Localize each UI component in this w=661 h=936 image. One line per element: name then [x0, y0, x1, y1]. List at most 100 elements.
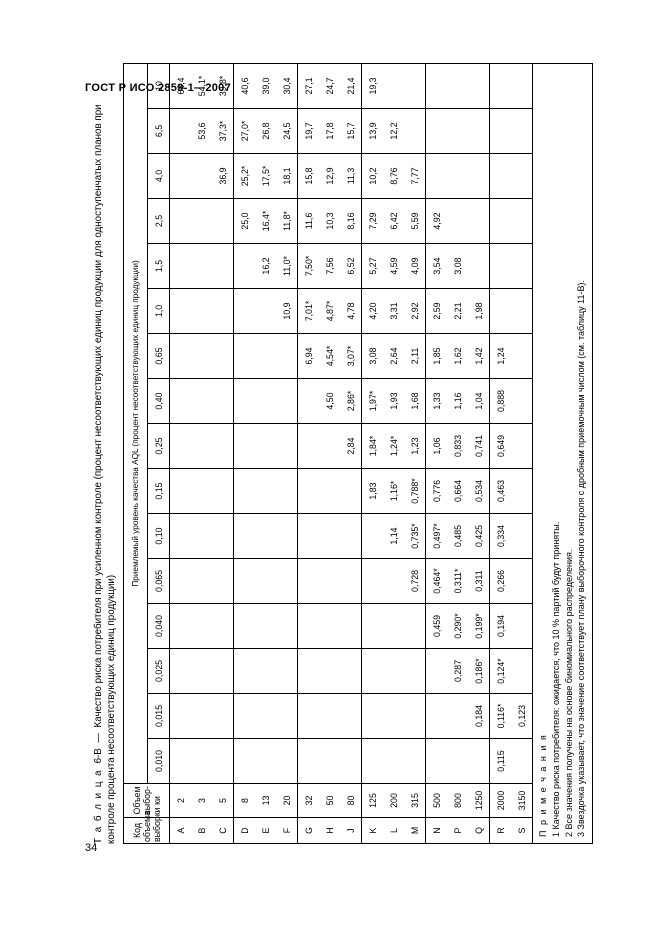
hdr-code: Код объема выборки	[124, 818, 170, 844]
code-cell: F	[276, 818, 298, 844]
value-cell	[298, 559, 320, 604]
value-cell: 54,1*	[191, 63, 212, 108]
value-cell: 17,5*	[255, 154, 276, 199]
value-cell	[426, 154, 448, 199]
table-row: J802,842,86*3,07*4,786,528,1611,315,721,…	[340, 63, 362, 843]
value-cell	[212, 244, 234, 289]
value-cell	[319, 604, 340, 649]
value-cell: 0,459	[426, 604, 448, 649]
code-cell: S	[511, 818, 533, 844]
value-cell	[170, 199, 192, 244]
value-cell: 1,04	[468, 379, 490, 424]
value-cell: 25,2*	[234, 154, 256, 199]
note-line: 3 Звездочка указывает, что значение соот…	[576, 280, 586, 837]
value-cell: 4,78	[340, 289, 362, 334]
value-cell	[340, 739, 362, 784]
value-cell: 1,16	[447, 379, 468, 424]
value-cell: 1,33	[426, 379, 448, 424]
aql-col-header: 0,40	[148, 379, 170, 424]
aql-col-header: 0,65	[148, 334, 170, 379]
value-cell	[447, 199, 468, 244]
value-cell: 27,0*	[234, 109, 256, 154]
value-cell	[468, 199, 490, 244]
value-cell	[212, 424, 234, 469]
hdr-size: Объем выбор-ки	[124, 784, 170, 818]
value-cell: 4,59	[383, 244, 404, 289]
value-cell	[234, 739, 256, 784]
value-cell: 27,1	[298, 63, 320, 108]
value-cell: 0,287	[447, 649, 468, 694]
aql-col-header: 0,010	[148, 739, 170, 784]
code-cell: P	[447, 818, 468, 844]
value-cell	[490, 63, 512, 108]
value-cell	[511, 424, 533, 469]
value-cell	[511, 154, 533, 199]
code-cell: C	[212, 818, 234, 844]
value-cell: 10,9	[276, 289, 298, 334]
value-cell	[234, 334, 256, 379]
value-cell	[170, 739, 192, 784]
value-cell: 7,01*	[298, 289, 320, 334]
value-cell: 8,76	[383, 154, 404, 199]
code-cell: D	[234, 818, 256, 844]
value-cell	[170, 604, 192, 649]
value-cell: 0,124*	[490, 649, 512, 694]
aql-col-header: 0,065	[148, 559, 170, 604]
notes-cell: П р и м е ч а н и я 1 Качество риска пот…	[533, 63, 592, 843]
value-cell: 2,59	[426, 289, 448, 334]
value-cell: 2,11	[404, 334, 426, 379]
value-cell: 1,85	[426, 334, 448, 379]
value-cell	[511, 649, 533, 694]
table-row: N5000,4590,464*0,497*0,7761,061,331,852,…	[426, 63, 448, 843]
table-row: C536,937,3*39,8*	[212, 63, 234, 843]
value-cell	[298, 424, 320, 469]
value-cell	[511, 469, 533, 514]
value-cell	[319, 514, 340, 559]
page: ГОСТ Р ИСО 2859-1—2007 34 Т а б л и ц а …	[0, 0, 661, 936]
code-cell: H	[319, 818, 340, 844]
size-cell: 32	[298, 784, 320, 818]
value-cell: 1,42	[468, 334, 490, 379]
value-cell: 1,06	[426, 424, 448, 469]
value-cell: 2,64	[383, 334, 404, 379]
value-cell	[170, 109, 192, 154]
value-cell	[191, 154, 212, 199]
value-cell: 37,3*	[212, 109, 234, 154]
value-cell	[191, 694, 212, 739]
value-cell: 39,0	[255, 63, 276, 108]
value-cell	[298, 739, 320, 784]
aql-col-header: 0,15	[148, 469, 170, 514]
value-cell	[212, 649, 234, 694]
value-cell: 0,833	[447, 424, 468, 469]
table-row: D8 25,025,2*27,0*40,6	[234, 63, 256, 843]
value-cell: 0,728	[404, 559, 426, 604]
value-cell	[212, 199, 234, 244]
value-cell	[340, 649, 362, 694]
value-cell	[276, 424, 298, 469]
value-cell: 16,2	[255, 244, 276, 289]
value-cell: 0,464*	[426, 559, 448, 604]
code-cell: L	[383, 818, 404, 844]
value-cell: 0,199*	[468, 604, 490, 649]
value-cell	[362, 514, 384, 559]
table-row: F2010,911,0*11,8*18,124,530,4	[276, 63, 298, 843]
caption-prefix: Т а б л и ц а	[93, 769, 104, 844]
size-cell: 80	[340, 784, 362, 818]
value-cell	[447, 694, 468, 739]
value-cell	[319, 694, 340, 739]
value-cell	[234, 469, 256, 514]
size-cell: 8	[234, 784, 256, 818]
value-cell: 40,6	[234, 63, 256, 108]
value-cell	[276, 694, 298, 739]
value-cell	[468, 154, 490, 199]
value-cell	[319, 649, 340, 694]
table-row: P8000,2870,290*0,311*0,4850,6640,8331,16…	[447, 63, 468, 843]
value-cell	[170, 289, 192, 334]
value-cell	[447, 109, 468, 154]
code-cell: Q	[468, 818, 490, 844]
size-cell: 2	[170, 784, 192, 818]
notes-body: П р и м е ч а н и я 1 Качество риска пот…	[533, 63, 592, 843]
value-cell	[319, 469, 340, 514]
value-cell: 25,0	[234, 199, 256, 244]
code-cell: R	[490, 818, 512, 844]
